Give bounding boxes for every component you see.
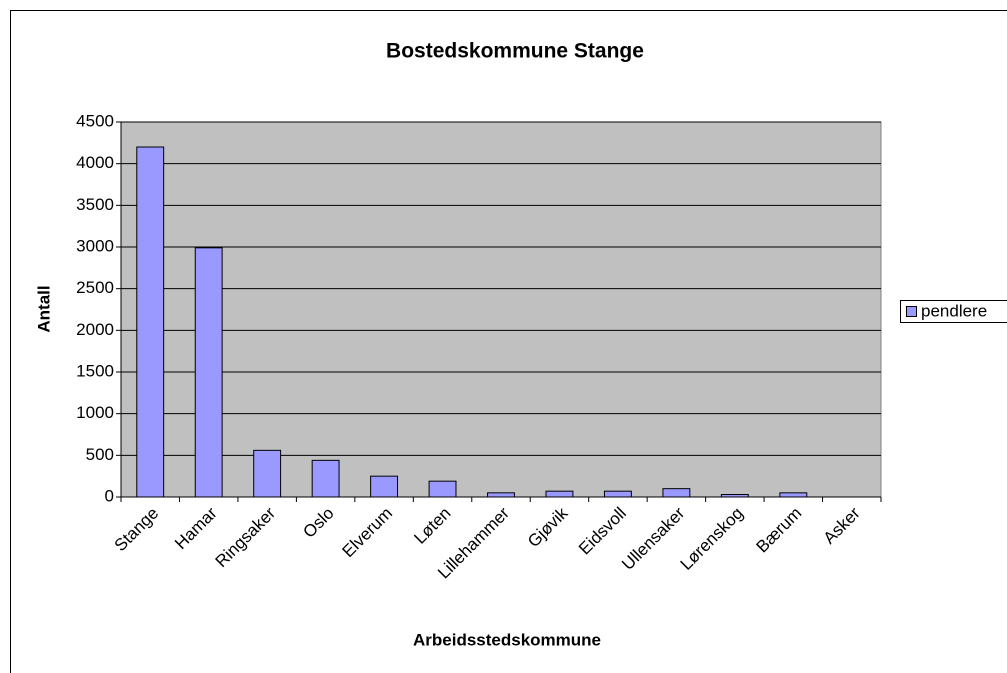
bar xyxy=(662,488,691,498)
legend-box xyxy=(900,300,1007,323)
bar xyxy=(311,459,340,498)
bar xyxy=(253,449,282,498)
bar xyxy=(720,494,749,498)
y-tick-label: 4500 xyxy=(76,111,114,130)
bar xyxy=(545,490,574,498)
y-tick-label: 1000 xyxy=(76,403,114,422)
plot-area xyxy=(120,121,882,498)
y-tick-label: 4000 xyxy=(76,153,114,172)
chart-title: Bostedskommune Stange xyxy=(386,40,644,63)
x-axis-label: Arbeidsstedskommune xyxy=(413,630,601,649)
bar xyxy=(428,480,457,498)
y-tick-label: 3500 xyxy=(76,195,114,214)
bar xyxy=(487,492,515,498)
y-tick-label: 3000 xyxy=(76,236,114,255)
y-axis-label: Antall xyxy=(34,285,53,332)
bar xyxy=(370,475,399,498)
y-tick-label: 500 xyxy=(86,445,114,464)
bar xyxy=(194,247,223,498)
bar xyxy=(603,490,632,498)
legend-label: pendlere xyxy=(921,301,987,320)
y-tick-label: 1500 xyxy=(76,361,114,380)
y-tick-label: 2500 xyxy=(76,278,114,297)
bar xyxy=(136,146,165,498)
legend-swatch xyxy=(906,306,917,317)
y-tick-label: 0 xyxy=(105,486,114,505)
bar xyxy=(779,492,808,498)
y-tick-label: 2000 xyxy=(76,320,114,339)
